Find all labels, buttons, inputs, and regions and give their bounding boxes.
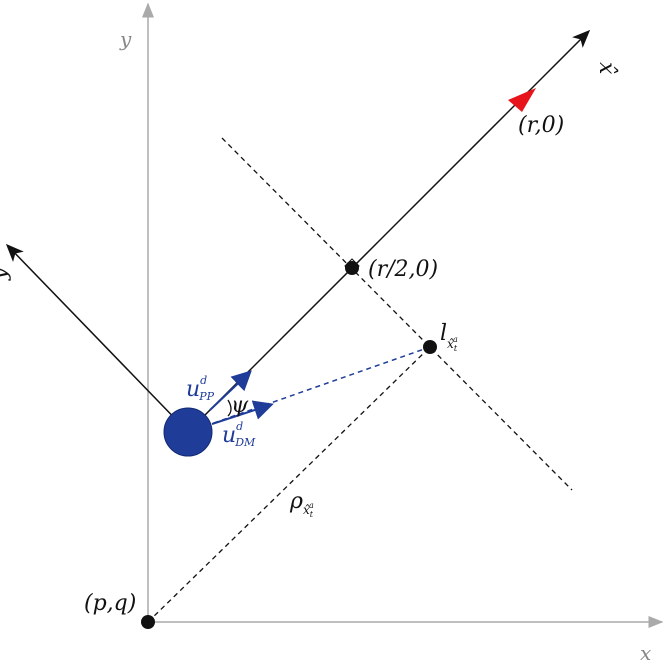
sub: x̂ [447, 337, 454, 351]
axis-label: x [640, 641, 651, 665]
robot [163, 407, 213, 457]
axis-label: y [119, 27, 132, 51]
world-axes [142, 2, 664, 628]
range-label: ρx̂ta [289, 489, 314, 519]
sub: PP [198, 390, 214, 403]
main: l [440, 321, 447, 346]
u-pp-label: ud PP [186, 374, 215, 403]
main: ρ [289, 489, 303, 514]
range-line [147, 346, 431, 623]
bearing-line [187, 346, 431, 433]
point-label: (r/2,0) [368, 257, 438, 282]
point-label: (p,q) [84, 591, 136, 616]
midpoint [345, 261, 359, 275]
axis-label: ŷ [0, 267, 12, 281]
sub: x̂ [303, 503, 310, 517]
sup: a [309, 501, 314, 510]
sub: t [310, 510, 314, 519]
u-dm-arrow [211, 400, 274, 425]
sup: a [453, 335, 458, 344]
y-hat-axis [5, 243, 189, 433]
point-label: (r,0) [518, 113, 564, 138]
sub: DM [234, 436, 256, 449]
landmark-label: lx̂ta [440, 321, 458, 353]
landmark [423, 340, 437, 354]
sub: t [454, 344, 458, 353]
axis-label: x̂ [594, 62, 619, 75]
target [508, 88, 536, 112]
main: u [222, 423, 236, 448]
sup: d [200, 374, 207, 387]
main: u [186, 377, 200, 402]
u-dm-label: ud DM [222, 420, 256, 449]
sup: d [236, 420, 243, 433]
angle-arc [227, 399, 232, 417]
angle-label: ψ [231, 393, 249, 418]
origin [141, 615, 155, 629]
u-pp-arrow [209, 370, 252, 411]
perpendicular [221, 137, 573, 491]
